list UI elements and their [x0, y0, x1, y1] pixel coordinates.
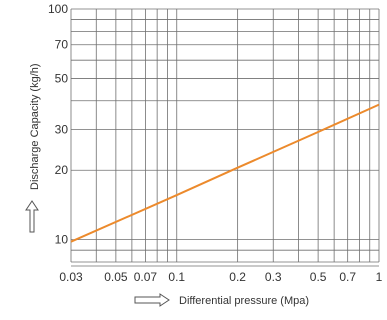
y-tick-label: 100 — [48, 2, 68, 16]
x-tick-label: 0.07 — [134, 270, 158, 284]
x-tick-label: 0.7 — [339, 270, 356, 284]
x-tick-label: 0.05 — [104, 270, 128, 284]
y-tick-label: 70 — [55, 38, 69, 52]
x-tick-label: 0.2 — [229, 270, 246, 284]
y-axis-title: Discharge Capacity (kg/h) — [29, 63, 41, 190]
series-layer — [70, 103, 380, 243]
grid — [70, 8, 380, 267]
y-tick-label: 20 — [55, 163, 69, 177]
y-axis-arrow-icon — [25, 200, 39, 233]
x-tick-label: 0.3 — [265, 270, 282, 284]
y-tick-label: 50 — [55, 71, 69, 85]
x-tick-label: 0.5 — [310, 270, 327, 284]
tick-labels: 0.03 0.05 0.07 0.1 0.2 0.3 0.5 0.7 1 10 20 30 50 70 10… — [48, 2, 383, 284]
x-tick-label: 0.1 — [168, 270, 185, 284]
y-tick-label: 10 — [55, 233, 69, 247]
x-axis-arrow-icon — [134, 293, 170, 307]
x-tick-label: 0.03 — [59, 270, 83, 284]
y-tick-label: 30 — [55, 123, 69, 137]
series-line — [70, 103, 380, 243]
x-tick-label: 1 — [376, 270, 383, 284]
x-axis-title: Differential pressure (Mpa) — [179, 295, 309, 307]
